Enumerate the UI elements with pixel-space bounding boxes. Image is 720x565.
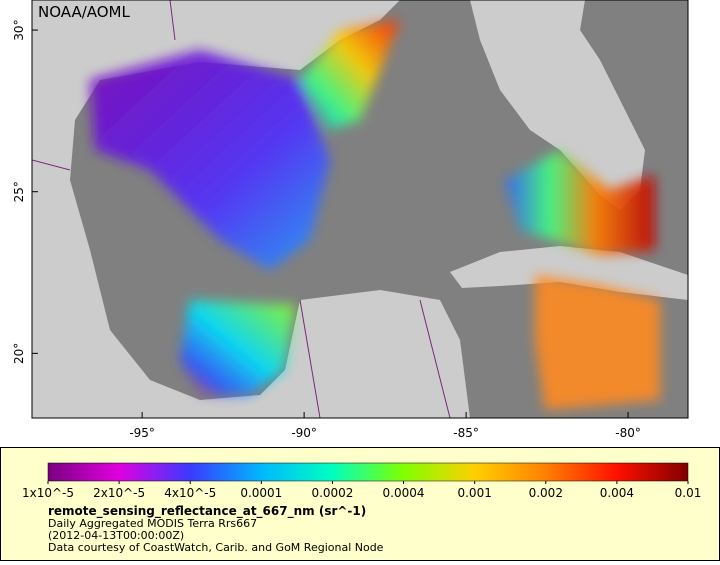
legend-date: (2012-04-13T00:00:00Z) xyxy=(48,529,184,542)
x-tick-label: -90° xyxy=(291,426,317,440)
x-tick-label: -85° xyxy=(453,426,479,440)
cuba xyxy=(450,246,688,300)
legend-description: Daily Aggregated MODIS Terra Rrs667 xyxy=(48,517,257,530)
colorbar-tick-label: 0.01 xyxy=(675,486,702,500)
legend-variable: remote_sensing_reflectance_at_667_nm (sr… xyxy=(48,504,366,519)
x-tick-label: -80° xyxy=(615,426,641,440)
map-frame xyxy=(31,0,689,419)
colorbar-ramp xyxy=(47,462,689,482)
colorbar: 1x10^-5 2x10^-5 4x10^-5 0.0001 0.0002 0.0004 0… xyxy=(22,462,702,500)
reflectance-swaths xyxy=(90,20,660,410)
colorbar-tick-label: 0.001 xyxy=(457,486,491,500)
y-tick-label: 30° xyxy=(12,19,26,40)
borders xyxy=(32,0,451,418)
colorbar-tick-label: 4x10^-5 xyxy=(164,486,216,500)
y-tick-label: 20° xyxy=(12,343,26,364)
colorbar-tick-label: 2x10^-5 xyxy=(93,486,145,500)
legend-source: Data courtesy of CoastWatch, Carib. and … xyxy=(48,541,384,554)
colorbar-tick-label: 0.002 xyxy=(529,486,563,500)
colorbar-tick-label: 1x10^-5 xyxy=(22,486,74,500)
colorbar-tick-label: 0.0002 xyxy=(311,486,353,500)
axes: -95° -90° -85° -80° 20° 25° 30° xyxy=(12,19,641,440)
x-tick-label: -95° xyxy=(129,426,155,440)
y-tick-label: 25° xyxy=(12,181,26,202)
map xyxy=(32,0,688,418)
colorbar-tick-label: 0.0004 xyxy=(383,486,425,500)
colorbar-tick-label: 0.004 xyxy=(600,486,634,500)
colorbar-tick-label: 0.0001 xyxy=(240,486,282,500)
credit: NOAA/AOML xyxy=(38,3,131,21)
